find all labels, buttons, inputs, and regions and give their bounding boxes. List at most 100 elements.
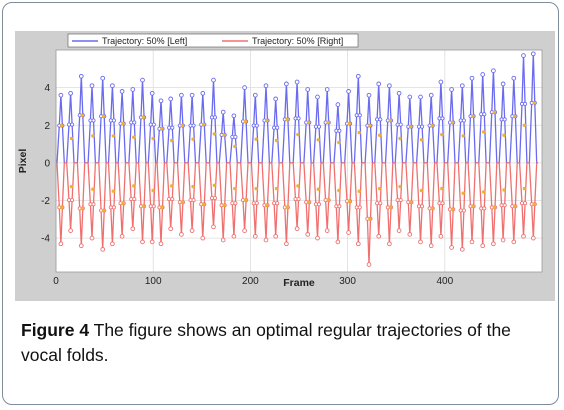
peak-point	[396, 228, 402, 233]
series-point	[502, 117, 507, 122]
feature-marker	[306, 120, 311, 125]
feature-marker	[274, 186, 279, 191]
feature-marker	[513, 204, 517, 208]
peak-point	[100, 247, 106, 252]
feature-marker	[169, 184, 174, 188]
series-point	[111, 118, 116, 123]
feature-marker	[450, 120, 455, 125]
series-point	[461, 118, 466, 123]
peak-point	[294, 226, 300, 232]
feature-marker	[461, 134, 465, 138]
peak-point	[376, 233, 382, 239]
peak-point	[68, 228, 73, 233]
peak-point	[428, 243, 434, 249]
peak-point	[294, 79, 300, 85]
feature-marker	[101, 208, 106, 213]
peak-point	[211, 224, 216, 230]
feature-marker	[80, 206, 84, 211]
peak-point	[179, 232, 184, 237]
feature-marker	[430, 206, 434, 211]
feature-marker	[91, 187, 95, 191]
feature-marker	[222, 133, 226, 137]
series-point	[151, 122, 156, 127]
peak-point	[449, 245, 454, 250]
peak-point	[211, 77, 216, 83]
feature-marker	[80, 113, 84, 118]
series-point	[70, 198, 75, 203]
feature-marker	[180, 123, 184, 128]
feature-marker	[461, 191, 465, 195]
series-point	[275, 201, 280, 206]
peak-point	[168, 226, 174, 232]
peak-point	[119, 89, 125, 94]
peak-point	[521, 53, 526, 58]
series-point	[70, 122, 75, 127]
feature-marker	[377, 133, 382, 137]
feature-marker	[471, 114, 475, 119]
peak-point	[459, 247, 465, 252]
series-point	[337, 128, 342, 133]
feature-marker	[160, 127, 164, 131]
peak-point	[78, 73, 84, 79]
feature-marker	[337, 188, 341, 193]
y-tick-label: -4	[41, 234, 50, 245]
x-tick-label: 300	[339, 276, 356, 287]
feature-marker	[377, 186, 382, 191]
peak-point	[428, 92, 434, 98]
y-tick-label: 2	[44, 121, 50, 132]
peak-point	[355, 241, 361, 247]
feature-marker	[243, 119, 248, 124]
feature-marker	[101, 114, 106, 119]
series-point	[416, 204, 421, 209]
peak-point	[242, 228, 247, 233]
peak-point	[346, 230, 351, 235]
plot-border	[55, 49, 543, 273]
series-point	[420, 204, 425, 209]
peak-point	[242, 85, 247, 90]
peak-point	[449, 87, 454, 92]
series-point	[212, 115, 217, 120]
feature-marker	[274, 138, 279, 143]
x-tick-label: 400	[436, 276, 453, 287]
series-point	[398, 198, 403, 203]
feature-marker	[419, 138, 424, 142]
feature-marker	[233, 186, 237, 191]
peak-point	[189, 92, 195, 98]
peak-point	[179, 92, 184, 98]
feature-marker	[265, 118, 269, 123]
series-point	[458, 208, 463, 213]
series-point	[167, 125, 172, 130]
peak-point	[324, 87, 330, 92]
peak-point	[315, 94, 320, 100]
peak-point	[58, 241, 64, 247]
peak-point	[200, 235, 206, 241]
series-point	[132, 120, 137, 125]
feature-marker	[368, 217, 372, 221]
feature-marker	[222, 203, 226, 207]
series-point	[191, 198, 196, 203]
feature-marker	[409, 125, 413, 129]
series-point	[440, 201, 445, 206]
peak-point	[119, 233, 125, 239]
series-point	[170, 125, 175, 130]
peak-point	[140, 239, 145, 245]
figure-caption: Figure 4 The figure shows an optimal reg…	[21, 318, 546, 368]
series-point	[398, 122, 403, 127]
legend: Trajectory: 50% [Left] Trajectory: 50% [R…	[67, 33, 359, 48]
feature-marker	[233, 144, 237, 149]
feature-marker	[212, 183, 216, 187]
feature-marker	[254, 186, 258, 191]
feature-marker	[502, 133, 506, 137]
x-tick-label: 100	[145, 276, 162, 287]
series-point	[440, 116, 445, 121]
peak-point	[305, 232, 311, 237]
peak-point	[491, 68, 496, 74]
series-point	[375, 201, 380, 206]
peak-point	[396, 90, 402, 96]
peak-point	[231, 113, 237, 119]
y-tick-label: 4	[44, 83, 50, 94]
peak-point	[110, 83, 115, 89]
feature-marker	[180, 200, 184, 204]
peak-point	[438, 233, 444, 239]
peak-point	[407, 94, 413, 100]
